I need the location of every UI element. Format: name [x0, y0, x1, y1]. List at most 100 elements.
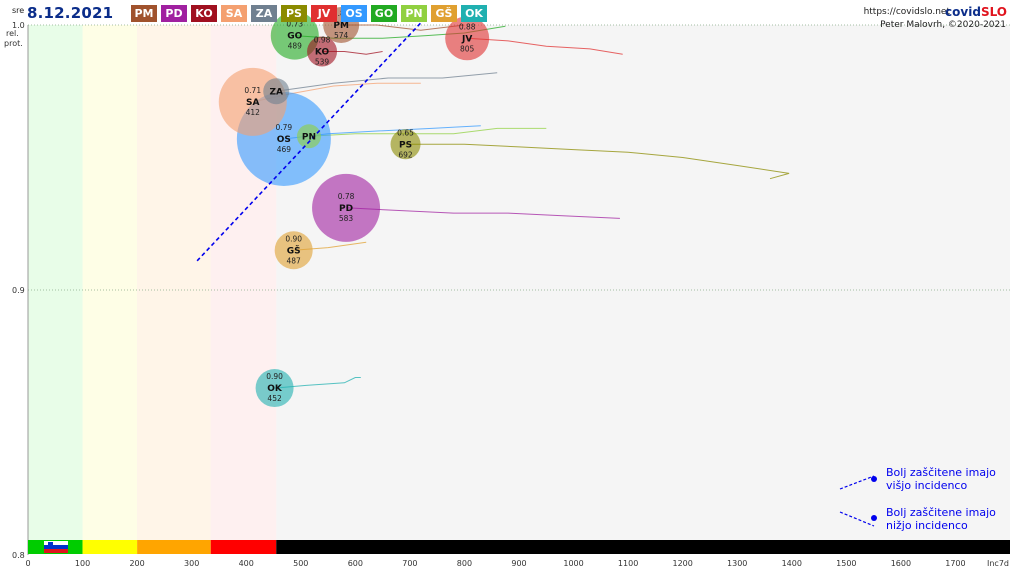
x-tick-label: 300	[184, 559, 199, 568]
trail-ps	[405, 143, 790, 180]
date-label: 8.12.2021	[27, 4, 114, 22]
note-lower-line2: nižjo incidenco	[886, 519, 968, 532]
y-tick-label: 1.0	[12, 21, 25, 30]
x-tick-label: 1300	[727, 559, 747, 568]
zone-band-pale-2	[137, 25, 211, 540]
legend-chip-za: ZA	[251, 5, 277, 22]
bubble-code-ok: OK	[267, 384, 283, 394]
bubble-ps	[390, 129, 421, 160]
risk-bar-segment-2	[137, 540, 211, 554]
flag-stripe-white	[44, 541, 68, 545]
x-tick-label: 1000	[563, 559, 583, 568]
brand-logo: covidSLO	[945, 5, 1007, 19]
legend-chip-ps: PS	[281, 5, 307, 22]
flag-stripe-red	[44, 549, 68, 553]
bubble-value-jv: 805	[460, 44, 475, 53]
bubble-gš	[274, 231, 313, 270]
zone-band-pale-0	[28, 25, 83, 540]
bubble-code-za: ZA	[269, 87, 283, 97]
legend-chip-sa: SA	[221, 5, 247, 22]
x-tick-label: 1700	[945, 559, 965, 568]
x-tick-label: 700	[402, 559, 417, 568]
bubble-value-ok: 452	[267, 394, 282, 403]
bubble-pd	[312, 173, 381, 242]
note-upper-line1: Bolj zaščitene imajo	[886, 466, 996, 479]
risk-bar-segment-4	[276, 540, 1010, 554]
bubble-code-gš: GŠ	[287, 244, 301, 256]
note-lower-line1: Bolj zaščitene imajo	[886, 506, 996, 519]
legend-chip-gš: GŠ	[431, 5, 457, 22]
bubble-code-pd: PD	[339, 204, 353, 214]
x-tick-label: 100	[75, 559, 90, 568]
y-tick-label: 0.8	[12, 551, 25, 560]
bubble-rank-gš: 0.90	[285, 234, 302, 243]
trail-za	[276, 72, 498, 92]
legend-chip-pm: PM	[131, 5, 157, 22]
bubble-za	[263, 78, 290, 105]
brand-part-b: SLO	[980, 5, 1007, 19]
legend-chip-pd: PD	[161, 5, 187, 22]
bubble-value-os: 469	[277, 145, 292, 154]
bubble-rank-go: 0.73	[286, 20, 303, 29]
bubble-value-sa: 412	[246, 108, 261, 117]
trail-pm	[341, 24, 465, 31]
brand-part-a: covid	[945, 5, 981, 19]
trail-pn	[308, 127, 547, 137]
x-tick-label: 1100	[618, 559, 638, 568]
bubble-rank-ok: 0.90	[266, 372, 283, 381]
bubble-rank-ps: 0.65	[397, 128, 414, 137]
bubble-ok	[255, 369, 294, 408]
legend: PM PD KO SA ZA PS JV OS GO PN GŠ OK	[131, 5, 487, 22]
bubble-code-os: OS	[277, 135, 291, 145]
site-url[interactable]: https://covidslo.net	[863, 7, 950, 17]
x-tick-label: 400	[239, 559, 254, 568]
bubble-code-pn: PN	[302, 132, 316, 142]
bubble-value-gš: 487	[287, 256, 302, 265]
bubble-code-go: GO	[287, 32, 302, 42]
trail-jv	[467, 37, 623, 55]
bubble-code-sa: SA	[246, 98, 259, 108]
x-axis-label: Inc7d	[987, 559, 1009, 568]
note-lower: Bolj zaščitene imajo nižjo incidenco	[886, 506, 996, 532]
bubble-code-jv: JV	[461, 34, 472, 44]
bubble-rank-os: 0.79	[276, 123, 293, 132]
note-upper-line2: višjo incidenco	[886, 479, 968, 492]
note-lower-dot-icon	[871, 515, 877, 521]
bubble-rank-sa: 0.71	[244, 86, 261, 95]
bubble-value-go: 489	[288, 42, 303, 51]
x-tick-label: 500	[293, 559, 308, 568]
bubble-jv	[445, 16, 490, 61]
bubble-ko	[307, 36, 338, 67]
author-credit: Peter Malovrh, ©2020-2021	[880, 20, 1006, 30]
legend-chip-ko: KO	[191, 5, 217, 22]
x-tick-label: 0	[25, 559, 30, 568]
trail-ok	[274, 377, 361, 389]
legend-chip-os: OS	[341, 5, 367, 22]
bubble-value-pd: 583	[339, 214, 354, 223]
x-tick-label: 600	[348, 559, 363, 568]
bubble-value-ps: 692	[398, 150, 413, 159]
weekday-label: sre	[12, 6, 25, 15]
legend-chip-go: GO	[371, 5, 397, 22]
bubble-value-ko: 539	[315, 58, 330, 67]
x-tick-label: 1600	[891, 559, 911, 568]
note-upper-dot-icon	[871, 476, 877, 482]
legend-chip-pn: PN	[401, 5, 427, 22]
bubble-code-ko: KO	[315, 48, 330, 58]
x-tick-label: 1200	[672, 559, 692, 568]
trail-pd	[346, 207, 620, 219]
bubble-rank-pd: 0.78	[338, 192, 355, 201]
bubble-go	[270, 11, 319, 60]
bubble-code-pm: PM	[333, 21, 349, 31]
y-tick-label: 0.9	[12, 286, 25, 295]
x-tick-label: 200	[129, 559, 144, 568]
y-axis-label-line1: rel.	[6, 29, 19, 38]
bubble-rank-ko: 0.98	[314, 36, 331, 45]
x-tick-label: 1500	[836, 559, 856, 568]
legend-chip-ok: OK	[461, 5, 487, 22]
bubble-rank-jv: 0.88	[459, 22, 476, 31]
bubble-value-pm: 574	[334, 31, 349, 40]
flag-stripe-blue	[44, 545, 68, 549]
note-lower-line-icon	[839, 511, 875, 527]
